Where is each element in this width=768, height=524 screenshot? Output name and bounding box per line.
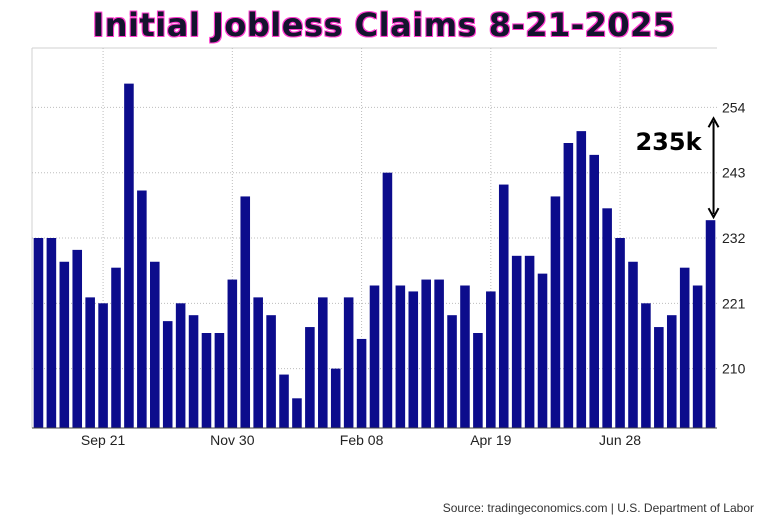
bar	[641, 303, 651, 428]
bar	[679, 267, 690, 428]
y-tick-label: 232	[722, 230, 746, 246]
x-tick-label: Sep 21	[81, 432, 126, 448]
bar	[369, 285, 380, 428]
chart-title: Initial Jobless Claims 8-21-2025	[92, 6, 676, 44]
bar	[175, 303, 186, 428]
bar	[382, 172, 393, 428]
bar	[266, 315, 276, 428]
bar	[447, 315, 457, 428]
x-tick-label: Nov 30	[210, 432, 255, 448]
bar	[292, 398, 302, 428]
bar	[46, 238, 57, 428]
y-tick-label: 254	[722, 99, 746, 115]
bar	[279, 374, 289, 428]
bar	[537, 273, 548, 428]
bar	[318, 297, 328, 428]
bar	[628, 261, 638, 428]
bar	[692, 285, 703, 428]
bar	[72, 249, 83, 428]
bar	[666, 315, 677, 428]
bar	[188, 315, 199, 428]
bar	[85, 297, 95, 428]
bar	[705, 220, 716, 428]
y-tick-label: 210	[722, 361, 746, 377]
bar	[589, 154, 599, 428]
bar	[162, 321, 173, 428]
annotation-arrowhead-up	[707, 116, 720, 128]
x-tick-label: Jun 28	[599, 432, 641, 448]
bar	[98, 303, 108, 428]
bar	[240, 196, 251, 428]
y-tick-label: 243	[722, 165, 746, 181]
bar	[434, 279, 444, 428]
x-tick-label: Apr 19	[470, 432, 511, 448]
bar	[524, 255, 535, 428]
bar	[654, 327, 664, 428]
bar	[201, 333, 212, 428]
bar	[214, 333, 225, 428]
bar	[343, 297, 354, 428]
bar	[511, 255, 522, 428]
y-tick-label: 221	[722, 295, 746, 311]
annotation-label: 235k	[635, 128, 702, 156]
bar	[408, 291, 419, 428]
bar	[124, 83, 134, 428]
bar	[137, 190, 147, 428]
bar	[615, 238, 625, 428]
bar	[395, 285, 406, 428]
bar	[356, 338, 367, 428]
bar	[602, 208, 612, 428]
annotation-arrowhead-down	[707, 207, 720, 220]
bar	[486, 291, 496, 428]
bar	[498, 184, 509, 428]
bar	[550, 196, 561, 428]
bar	[576, 131, 587, 428]
bar	[563, 143, 574, 428]
bar	[460, 285, 470, 428]
annotation-group: 235k	[635, 116, 720, 220]
source-text: Source: tradingeconomics.com | U.S. Depa…	[442, 501, 754, 515]
bar	[253, 297, 263, 428]
bar	[473, 333, 483, 428]
bars	[33, 83, 716, 428]
bar	[59, 261, 70, 428]
bar	[330, 368, 341, 428]
x-tick-label: Feb 08	[340, 432, 384, 448]
bar	[33, 238, 44, 428]
bar	[421, 279, 431, 428]
axes: 210 221 232 243 254 Sep 21 Nov 30 Feb 08 Apr 19 J…	[32, 99, 746, 448]
bar	[111, 267, 121, 428]
bar	[305, 327, 315, 428]
bar	[227, 279, 238, 428]
bar	[150, 261, 160, 428]
